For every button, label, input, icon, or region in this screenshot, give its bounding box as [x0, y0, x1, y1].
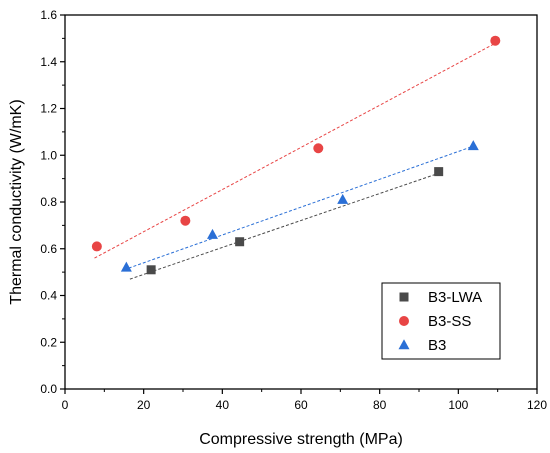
fit-line-b3 [123, 145, 475, 271]
y-tick-label: 1.4 [40, 55, 57, 69]
data-point-b3-ss [490, 35, 501, 46]
legend: B3-LWA B3-SS B3 [381, 282, 501, 360]
data-point-b3 [337, 193, 349, 204]
x-tick-label: 60 [294, 398, 308, 412]
y-tick-label: 1.0 [40, 148, 57, 162]
x-tick-label: 40 [216, 398, 230, 412]
x-tick-label: 0 [62, 398, 69, 412]
y-tick-label: 0.6 [40, 242, 57, 256]
data-point-b3-lwa [146, 265, 156, 275]
x-axis-label: Compressive strength (MPa) [199, 431, 403, 448]
data-point-b3-ss [180, 215, 191, 226]
x-tick-label: 120 [527, 398, 547, 412]
y-tick-label: 1.6 [40, 8, 57, 22]
data-point-b3-ss [91, 241, 102, 252]
legend-marker-b3 [398, 339, 410, 350]
data-point-b3 [207, 228, 218, 239]
data-markers [91, 35, 501, 275]
data-point-b3 [120, 261, 132, 272]
y-tick-label: 1.2 [40, 102, 57, 116]
fit-line-b3-lwa [129, 173, 437, 280]
data-point-b3-lwa [434, 167, 444, 177]
legend-label: B3-LWA [428, 289, 482, 306]
data-point-b3 [467, 140, 479, 151]
x-tick-label: 80 [373, 398, 387, 412]
legend-label: B3-SS [428, 313, 471, 330]
y-axis-label: Thermal conductivity (W/mK) [8, 99, 25, 304]
y-tick-label: 0.4 [40, 289, 57, 303]
fit-line-b3-ss [94, 42, 496, 259]
data-point-b3-ss [313, 143, 324, 154]
x-tick-label: 20 [137, 398, 151, 412]
legend-label: B3 [428, 337, 446, 354]
axes: 0 20 40 60 80 100 120 0.0 0.2 0.4 0.6 0.8 1.0 1.2 1.4 1… [40, 8, 547, 412]
legend-marker-b3-lwa [399, 292, 409, 302]
y-tick-label: 0.8 [40, 195, 57, 209]
data-point-b3-lwa [235, 237, 245, 247]
x-tick-label: 100 [448, 398, 468, 412]
y-tick-label: 0.0 [40, 382, 57, 396]
fit-lines [94, 42, 496, 280]
y-tick-label: 0.2 [40, 335, 57, 349]
legend-marker-b3-ss [399, 316, 409, 326]
